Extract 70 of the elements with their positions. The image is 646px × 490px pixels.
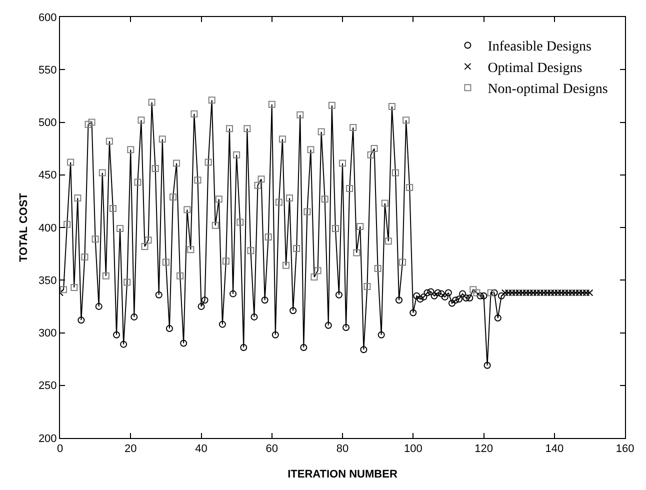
y-tick-label: 400 xyxy=(38,222,57,234)
legend-label: Infeasible Designs xyxy=(488,40,592,55)
point xyxy=(420,293,428,300)
point xyxy=(484,362,491,369)
point xyxy=(396,296,402,304)
point xyxy=(430,292,438,300)
legend-label: Optimal Designs xyxy=(488,60,582,76)
x-tick-label: 120 xyxy=(474,443,493,456)
legend-label: Non-optimal Designs xyxy=(488,82,608,98)
point xyxy=(324,322,332,329)
x-tick-label: 100 xyxy=(404,443,422,456)
y-tick-label: 200 xyxy=(38,432,57,445)
point xyxy=(494,314,502,322)
x-tick-label: 20 xyxy=(124,443,137,456)
point xyxy=(413,292,420,300)
point xyxy=(438,290,445,298)
y-tick-label: 450 xyxy=(38,170,57,182)
point xyxy=(272,331,279,338)
point xyxy=(201,296,208,304)
point xyxy=(466,294,474,302)
point xyxy=(300,344,308,351)
point xyxy=(166,325,173,332)
point xyxy=(230,290,237,298)
point xyxy=(335,291,342,298)
point xyxy=(378,331,385,338)
y-tick-label: 300 xyxy=(38,328,57,340)
point xyxy=(434,289,442,296)
point xyxy=(342,324,350,331)
x-tick-label: 80 xyxy=(336,443,349,456)
point xyxy=(155,291,162,298)
point xyxy=(113,331,120,338)
point xyxy=(459,290,466,298)
y-tick-label: 550 xyxy=(38,64,57,76)
point xyxy=(240,344,248,351)
point xyxy=(78,316,85,324)
point xyxy=(250,313,258,320)
point xyxy=(456,296,463,303)
point xyxy=(462,294,470,302)
point xyxy=(261,296,268,304)
point xyxy=(120,340,128,348)
point xyxy=(416,296,424,303)
point xyxy=(452,296,459,304)
x-axis-title: ITERATION NUMBER xyxy=(288,468,398,480)
point xyxy=(444,289,452,296)
point xyxy=(427,288,434,296)
point xyxy=(218,320,226,328)
point xyxy=(198,302,205,310)
point xyxy=(498,292,505,300)
point xyxy=(290,307,297,314)
y-axis-title: TOTAL COST xyxy=(18,192,30,262)
y-tick-label: 350 xyxy=(38,274,57,287)
y-tick-label: 500 xyxy=(38,117,57,130)
point xyxy=(95,302,102,310)
x-tick-label: 140 xyxy=(545,443,564,456)
point xyxy=(424,289,431,296)
point xyxy=(476,292,484,300)
point xyxy=(441,293,448,300)
x-tick-label: 0 xyxy=(56,443,64,456)
point xyxy=(490,289,498,296)
x-tick-label: 160 xyxy=(616,443,634,456)
x-tick-label: 40 xyxy=(195,443,208,456)
point xyxy=(360,346,368,354)
x-tick-label: 60 xyxy=(266,443,278,456)
point xyxy=(180,340,188,347)
point xyxy=(410,309,417,316)
point xyxy=(448,300,456,307)
point xyxy=(130,313,138,320)
point xyxy=(480,292,488,300)
y-tick-label: 250 xyxy=(38,380,57,392)
y-tick-label: 600 xyxy=(38,12,57,24)
